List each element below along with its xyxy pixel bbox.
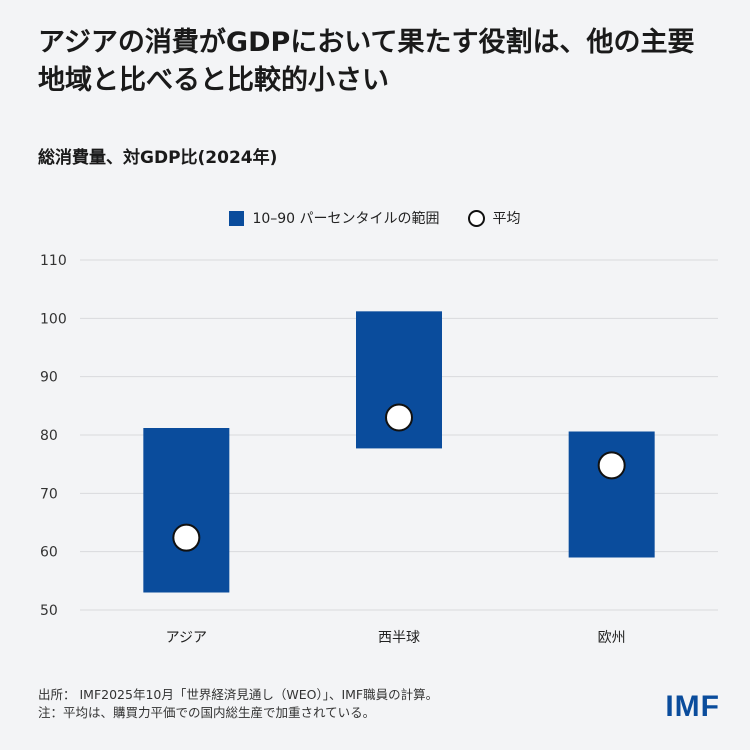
legend-mean-label: 平均 [492, 211, 521, 227]
legend-item-mean: 平均 [467, 208, 521, 228]
x-category-label: 西半球 [378, 630, 420, 646]
y-tick-label: 100 [40, 311, 67, 327]
y-tick-label: 90 [40, 370, 58, 386]
footnotes: 出所： IMF2025年10月「世界経済見通し（WEO）」、IMF職員の計算。 … [38, 686, 438, 722]
legend-item-range: 10–90 パーセンタイルの範囲 [229, 208, 440, 228]
y-tick-label: 50 [40, 603, 58, 619]
mean-marker [172, 523, 201, 552]
y-tick-label: 60 [40, 545, 58, 561]
y-tick-label: 80 [40, 428, 58, 444]
range-bar [568, 431, 655, 558]
imf-logo: IMF [665, 690, 720, 723]
chart-subtitle: 総消費量、対GDP比(2024年) [38, 148, 278, 168]
y-tick-label: 110 [40, 253, 67, 269]
weighting-note: 注：平均は、購買力平価での国内総生産で加重されている。 [38, 705, 376, 720]
mean-marker [385, 403, 413, 432]
chart-title: アジアの消費がGDPにおいて果たす役割は、他の主要地域と比べると比較的小さい [38, 27, 695, 96]
range-bar [143, 428, 230, 593]
mean-marker [597, 451, 626, 480]
source-note: 出所： IMF2025年10月「世界経済見通し（WEO）」、IMF職員の計算。 [38, 687, 439, 702]
legend: 10–90 パーセンタイルの範囲 平均 [0, 208, 750, 228]
legend-mean-circle-icon [467, 209, 485, 227]
range-chart: 50 60 70 80 90 100 110 アジア 西半球 欧州 [40, 253, 718, 646]
x-category-label: アジア [166, 630, 207, 646]
legend-range-label: 10–90 パーセンタイルの範囲 [252, 211, 440, 227]
y-tick-label: 70 [40, 486, 58, 502]
legend-range-swatch [229, 210, 245, 226]
x-category-label: 欧州 [598, 630, 626, 646]
